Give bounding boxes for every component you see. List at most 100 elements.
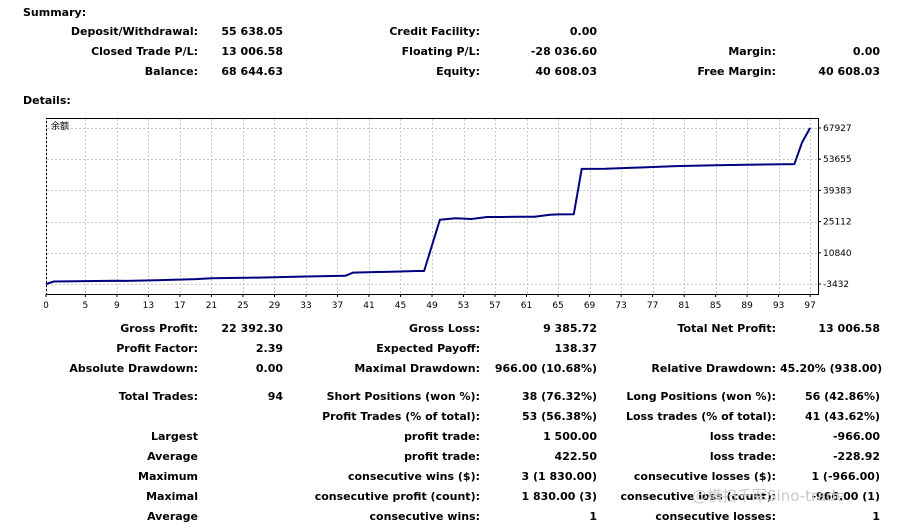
x-tick-label: 61 xyxy=(521,301,532,311)
max-consecutive-losses-value: 1 (-966.00) xyxy=(811,470,880,483)
credit-value: 0.00 xyxy=(569,25,597,38)
x-tick-label: 53 xyxy=(458,301,469,311)
deposit-value: 55 638.05 xyxy=(221,25,283,38)
balance-line xyxy=(45,127,811,285)
average-profit-label: profit trade: xyxy=(404,450,480,463)
x-tick-label: 13 xyxy=(143,301,154,311)
gross-loss-label: Gross Loss: xyxy=(409,322,480,335)
relative-drawdown-value: 45.20% (938.00) xyxy=(780,362,883,375)
watermark: @横扫千军Sino-trade xyxy=(692,487,846,505)
x-tick-label: 5 xyxy=(83,301,89,311)
x-tick-label: 57 xyxy=(489,301,500,311)
y-tick-label: 39383 xyxy=(823,186,852,196)
equity-value: 40 608.03 xyxy=(535,65,597,78)
margin-label: Margin: xyxy=(728,45,776,58)
free-margin-label: Free Margin: xyxy=(697,65,776,78)
y-tick-label: 25112 xyxy=(823,218,852,228)
total-trades-value: 94 xyxy=(267,390,283,403)
average-loss-label: loss trade: xyxy=(709,450,776,463)
x-tick-label: 9 xyxy=(114,301,120,311)
x-tick-label: 29 xyxy=(269,301,281,311)
floating-pl-label: Floating P/L: xyxy=(401,45,480,58)
closed-pl-label: Closed Trade P/L: xyxy=(91,45,198,58)
closed-pl-value: 13 006.58 xyxy=(221,45,283,58)
expected-payoff-value: 138.37 xyxy=(554,342,597,355)
legend-label: 余额 xyxy=(51,120,69,132)
long-positions-label: Long Positions (won %): xyxy=(626,390,776,403)
x-tick-label: 97 xyxy=(804,301,815,311)
avg-consecutive-losses-label: consecutive losses: xyxy=(655,510,776,523)
x-tick-label: 37 xyxy=(332,301,343,311)
maximum-label: Maximum xyxy=(138,470,198,483)
x-tick-label: 17 xyxy=(174,301,185,311)
x-tick-label: 85 xyxy=(710,301,721,311)
details-title: Details: xyxy=(23,94,71,107)
gross-profit-value: 22 392.30 xyxy=(221,322,283,335)
average2-label: Average xyxy=(147,510,198,523)
equity-label: Equity: xyxy=(436,65,480,78)
x-tick-label: 81 xyxy=(678,301,689,311)
x-tick-label: 93 xyxy=(773,301,784,311)
short-positions-value: 38 (76.32%) xyxy=(521,390,597,403)
y-tick-label: 67927 xyxy=(823,124,852,134)
x-tick-label: 21 xyxy=(206,301,217,311)
profit-factor-value: 2.39 xyxy=(255,342,283,355)
maximal-drawdown-value: 966.00 (10.68%) xyxy=(494,362,597,375)
maximal-consecutive-loss-label: consecutive loss (count): xyxy=(620,490,776,503)
balance-value: 68 644.63 xyxy=(221,65,283,78)
x-tick-label: 65 xyxy=(552,301,563,311)
largest-loss-label: loss trade: xyxy=(709,430,776,443)
loss-trades-value: 41 (43.62%) xyxy=(804,410,880,423)
balance-chart: 0 5 9 13 17 21 25 29 33 37 41 45 49 53 57 61 65 69 73 77 81 8… xyxy=(44,118,852,311)
max-consecutive-wins-value: 3 (1 830.00) xyxy=(521,470,597,483)
gross-loss-value: 9 385.72 xyxy=(543,322,597,335)
max-consecutive-wins-label: consecutive wins ($): xyxy=(347,470,480,483)
gross-profit-label: Gross Profit: xyxy=(120,322,198,335)
maximal-drawdown-label: Maximal Drawdown: xyxy=(354,362,480,375)
x-tick-label: 45 xyxy=(395,301,406,311)
x-tick-label: 73 xyxy=(615,301,626,311)
x-tick-label: 89 xyxy=(741,301,753,311)
largest-label: Largest xyxy=(151,430,198,443)
maximal-consecutive-profit-value: 1 830.00 (3) xyxy=(521,490,597,503)
net-profit-value: 13 006.58 xyxy=(818,322,880,335)
long-positions-value: 56 (42.86%) xyxy=(804,390,880,403)
summary-title: Summary: xyxy=(23,6,87,19)
avg-consecutive-wins-label: consecutive wins: xyxy=(369,510,480,523)
maximal-consecutive-loss-value: -966.00 (1) xyxy=(811,490,880,503)
x-tick-label: 69 xyxy=(584,301,596,311)
x-tick-label: 0 xyxy=(44,301,49,311)
max-consecutive-losses-label: consecutive losses ($): xyxy=(633,470,776,483)
y-tick-label: 53655 xyxy=(823,155,852,165)
largest-profit-label: profit trade: xyxy=(404,430,480,443)
profit-factor-label: Profit Factor: xyxy=(116,342,198,355)
largest-loss-value: -966.00 xyxy=(832,430,880,443)
profit-trades-label: Profit Trades (% of total): xyxy=(322,410,480,423)
average-profit-value: 422.50 xyxy=(554,450,597,463)
profit-trades-value: 53 (56.38%) xyxy=(521,410,597,423)
maximal-consecutive-profit-label: consecutive profit (count): xyxy=(314,490,480,503)
margin-value: 0.00 xyxy=(852,45,880,58)
avg-consecutive-wins-value: 1 xyxy=(589,510,597,523)
absolute-drawdown-value: 0.00 xyxy=(255,362,283,375)
floating-pl-value: -28 036.60 xyxy=(530,45,597,58)
total-trades-label: Total Trades: xyxy=(118,390,198,403)
free-margin-value: 40 608.03 xyxy=(818,65,880,78)
deposit-label: Deposit/Withdrawal: xyxy=(70,25,198,38)
expected-payoff-label: Expected Payoff: xyxy=(376,342,480,355)
maximal-label: Maximal xyxy=(146,490,198,503)
short-positions-label: Short Positions (won %): xyxy=(326,390,480,403)
x-tick-label: 25 xyxy=(237,301,248,311)
y-tick-label: -3432 xyxy=(823,280,849,290)
average-loss-value: -228.92 xyxy=(832,450,880,463)
x-tick-label: 41 xyxy=(363,301,374,311)
x-tick-label: 49 xyxy=(426,301,438,311)
x-tick-label: 33 xyxy=(300,301,311,311)
relative-drawdown-label: Relative Drawdown: xyxy=(651,362,776,375)
credit-label: Credit Facility: xyxy=(389,25,480,38)
avg-consecutive-losses-value: 1 xyxy=(872,510,880,523)
balance-label: Balance: xyxy=(144,65,198,78)
absolute-drawdown-label: Absolute Drawdown: xyxy=(69,362,198,375)
x-tick-label: 77 xyxy=(647,301,658,311)
net-profit-label: Total Net Profit: xyxy=(677,322,777,335)
